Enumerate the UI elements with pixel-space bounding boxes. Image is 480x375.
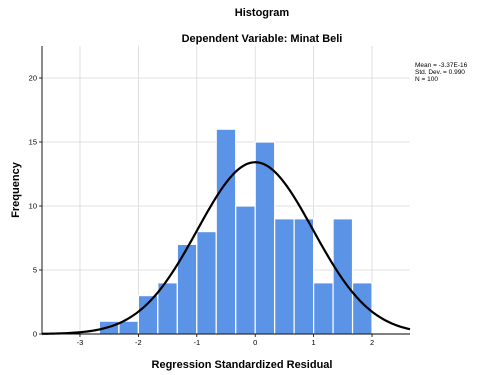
chart-subtitle: Dependent Variable: Minat Beli — [182, 33, 343, 45]
x-tick-labels: -3 -2 -1 0 1 2 — [77, 334, 374, 347]
normal-curve — [41, 161, 411, 335]
stat-std-dev: Std. Dev. = 0.990 — [415, 69, 465, 76]
x-tick-label: -2 — [135, 338, 142, 347]
stats-box: Mean = -3.37E-16 Std. Dev. = 0.990 N = 1… — [415, 62, 468, 83]
axes — [41, 46, 410, 335]
y-tick-label: 10 — [29, 202, 37, 211]
x-tick-label: -1 — [193, 338, 200, 347]
y-tick-label: 15 — [29, 138, 37, 147]
stat-mean: Mean = -3.37E-16 — [415, 62, 468, 69]
histogram-bar — [196, 231, 217, 335]
stat-n: N = 100 — [415, 76, 438, 83]
chart-title: Histogram — [235, 7, 290, 19]
histogram-bars — [98, 128, 373, 335]
y-axis-label: Frequency — [10, 161, 22, 218]
histogram-bar — [215, 128, 237, 335]
y-tick-labels: 0 5 10 15 20 — [29, 74, 42, 339]
histogram-bar — [137, 295, 159, 335]
x-tick-label: -3 — [77, 338, 84, 347]
histogram-bar — [235, 205, 256, 335]
y-tick-label: 20 — [29, 74, 37, 83]
y-tick-label: 5 — [33, 266, 37, 275]
x-tick-label: 2 — [370, 338, 374, 347]
histogram-bar — [293, 218, 315, 335]
x-tick-label: 0 — [253, 338, 257, 347]
histogram-bar — [274, 218, 295, 335]
x-axis-label: Regression Standardized Residual — [152, 359, 333, 371]
histogram-bar — [313, 282, 334, 335]
histogram-bar — [254, 141, 276, 335]
y-tick-label: 0 — [33, 330, 37, 339]
x-tick-label: 1 — [312, 338, 316, 347]
histogram-bar — [332, 218, 354, 335]
